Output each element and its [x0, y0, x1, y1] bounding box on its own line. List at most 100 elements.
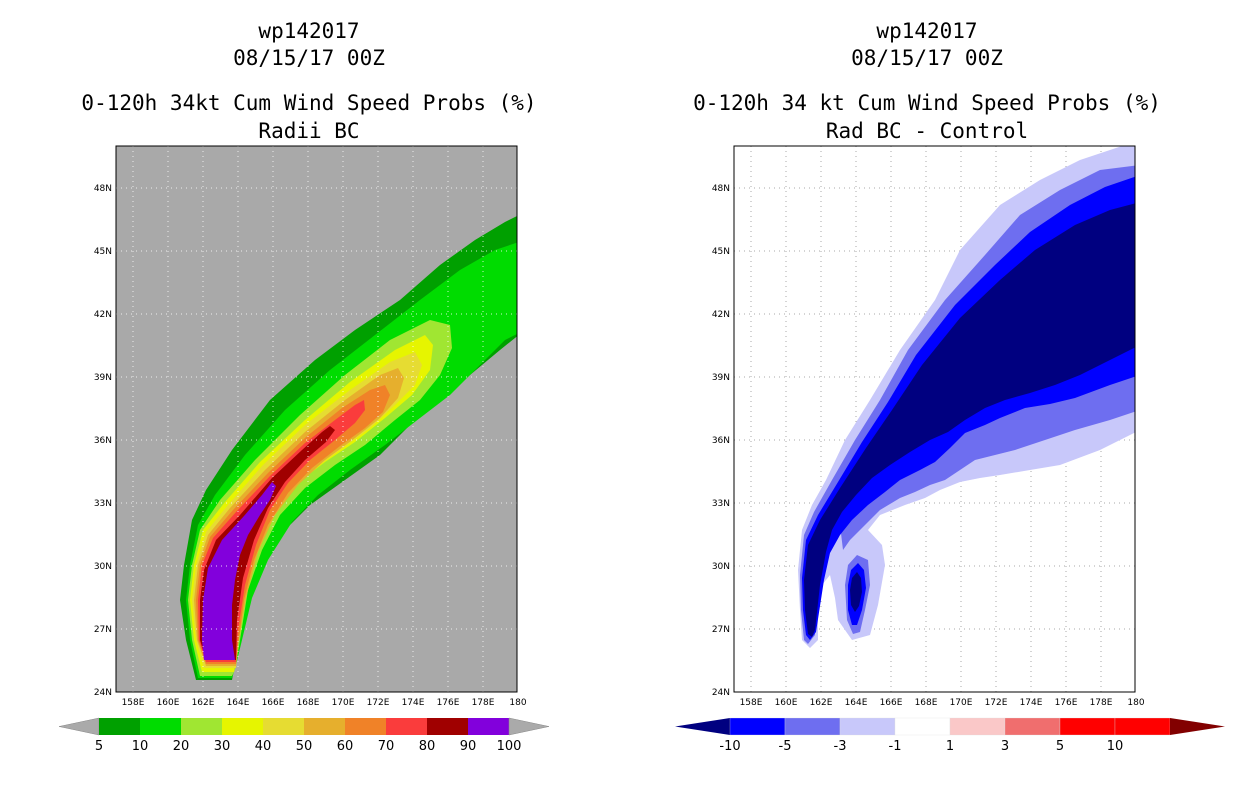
- latitude-tick-label: 36N: [712, 436, 730, 446]
- colorbar-extend-low: [675, 718, 730, 735]
- colorbar-swatch: [181, 718, 222, 735]
- left-longitude-labels: 158E 160E 162E 164E 166E 168E 170E 172E 174E 176E…: [122, 698, 527, 708]
- right-colorbar: -10 -5 -3 -1 1 3 5 10: [675, 717, 1225, 754]
- longitude-tick-label: 174E: [402, 698, 425, 708]
- latitude-tick-label: 39N: [94, 373, 112, 383]
- longitude-tick-label: 180: [509, 698, 526, 708]
- latitude-tick-label: 39N: [712, 373, 730, 383]
- longitude-tick-label: 178E: [1090, 698, 1113, 708]
- longitude-tick-label: 160E: [157, 698, 180, 708]
- left-colorbar: 5 10 20 30 40 50 60 70 80 90 100: [58, 717, 550, 754]
- longitude-tick-label: 176E: [1055, 698, 1078, 708]
- colorbar-swatch: [99, 718, 140, 735]
- latitude-tick-label: 45N: [94, 247, 112, 257]
- latitude-tick-label: 42N: [94, 310, 112, 320]
- colorbar-swatch: [1059, 717, 1116, 736]
- latitude-tick-label: 36N: [94, 436, 112, 446]
- colorbar-label: 100: [497, 739, 522, 754]
- colorbar-label: 3: [1001, 739, 1009, 754]
- colorbar-label: -3: [834, 739, 847, 754]
- latitude-tick-label: 30N: [712, 562, 730, 572]
- longitude-tick-label: 164E: [845, 698, 868, 708]
- longitude-tick-label: 164E: [227, 698, 250, 708]
- latitude-tick-label: 42N: [712, 310, 730, 320]
- colorbar-swatch: [468, 718, 509, 735]
- right-storm-id: wp142017: [876, 19, 978, 43]
- longitude-tick-label: 170E: [950, 698, 973, 708]
- left-datetime: 08/15/17 00Z: [233, 46, 385, 70]
- left-subtitle: Radii BC: [258, 119, 360, 143]
- contour-50: [194, 368, 404, 666]
- longitude-tick-label: 178E: [472, 698, 495, 708]
- left-storm-id: wp142017: [258, 19, 360, 43]
- left-probability-contours: [180, 216, 517, 680]
- colorbar-label: -1: [889, 739, 902, 754]
- latitude-tick-label: 24N: [94, 688, 112, 698]
- colorbar-extend-low: [58, 717, 100, 736]
- colorbar-label: 60: [337, 739, 354, 754]
- colorbar-label: 50: [296, 739, 313, 754]
- colorbar-label: 5: [1056, 739, 1064, 754]
- colorbar-swatch: [1114, 717, 1171, 736]
- longitude-tick-label: 162E: [810, 698, 833, 708]
- latitude-tick-label: 30N: [94, 562, 112, 572]
- left-gridlines: [116, 146, 517, 692]
- latitude-tick-label: 33N: [712, 499, 730, 509]
- left-map-frame: [115, 145, 518, 693]
- right-longitude-labels: 158E 160E 162E 164E 166E 168E 170E 172E 174E 176E…: [740, 698, 1145, 708]
- colorbar-label: 30: [214, 739, 231, 754]
- colorbar-label: 1: [946, 739, 954, 754]
- latitude-tick-label: 27N: [712, 625, 730, 635]
- longitude-tick-label: 162E: [192, 698, 215, 708]
- contour-80: [200, 426, 335, 660]
- longitude-tick-label: 166E: [262, 698, 285, 708]
- colorbar-swatch: [784, 717, 841, 736]
- longitude-tick-label: 160E: [775, 698, 798, 708]
- colorbar-swatch: [427, 718, 468, 735]
- contour-40: [192, 352, 422, 668]
- longitude-tick-label: 176E: [437, 698, 460, 708]
- longitude-tick-label: 166E: [880, 698, 903, 708]
- left-title: 0-120h 34kt Cum Wind Speed Probs (%): [81, 91, 537, 115]
- longitude-tick-label: 174E: [1020, 698, 1043, 708]
- colorbar-label: -10: [719, 739, 740, 754]
- right-title: 0-120h 34 kt Cum Wind Speed Probs (%): [693, 91, 1161, 115]
- latitude-tick-label: 24N: [712, 688, 730, 698]
- longitude-tick-label: 172E: [985, 698, 1008, 708]
- colorbar-swatch: [386, 718, 427, 735]
- colorbar-swatch: [222, 718, 263, 735]
- colorbar-label: 10: [132, 739, 149, 754]
- latitude-tick-label: 27N: [94, 625, 112, 635]
- colorbar-label: 80: [419, 739, 436, 754]
- latitude-tick-label: 33N: [94, 499, 112, 509]
- longitude-tick-label: 172E: [367, 698, 390, 708]
- longitude-tick-label: 180: [1127, 698, 1144, 708]
- longitude-tick-label: 170E: [332, 698, 355, 708]
- colorbar-swatch: [304, 718, 345, 735]
- colorbar-swatch: [949, 717, 1006, 736]
- colorbar-swatch: [729, 717, 786, 736]
- colorbar-swatch: [839, 717, 896, 736]
- colorbar-label: 10: [1107, 739, 1124, 754]
- colorbar-swatch: [894, 717, 951, 736]
- latitude-tick-label: 48N: [94, 184, 112, 194]
- colorbar-label: 20: [173, 739, 190, 754]
- colorbar-swatch: [140, 718, 181, 735]
- latitude-tick-label: 48N: [712, 184, 730, 194]
- colorbar-extend-high: [1170, 718, 1225, 735]
- colorbar-label: 40: [255, 739, 272, 754]
- longitude-tick-label: 158E: [122, 698, 145, 708]
- latitude-tick-label: 45N: [712, 247, 730, 257]
- contour-90: [202, 482, 276, 660]
- right-datetime: 08/15/17 00Z: [851, 46, 1003, 70]
- right-subtitle: Rad BC - Control: [825, 119, 1029, 143]
- right-map: [733, 145, 1136, 693]
- colorbar-label: -5: [779, 739, 792, 754]
- left-map: [115, 145, 518, 693]
- left-latitude-labels: 48N 45N 42N 39N 36N 33N 30N 27N 24N: [94, 184, 112, 698]
- longitude-tick-label: 168E: [297, 698, 320, 708]
- right-map-frame: [733, 145, 1136, 693]
- diff-minus-10: [804, 203, 1135, 637]
- colorbar-label: 70: [378, 739, 395, 754]
